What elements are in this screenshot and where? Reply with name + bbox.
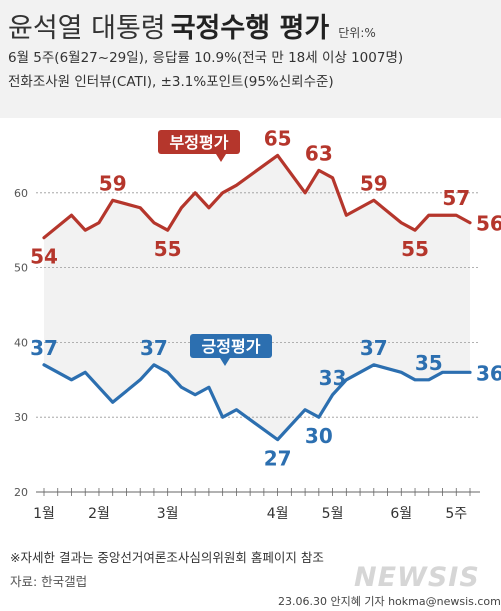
x-tick-label: 5주: [445, 506, 467, 522]
title-light: 윤석열 대통령: [8, 13, 166, 44]
data-label: 59: [360, 171, 388, 195]
y-tick-label: 50: [14, 262, 28, 275]
x-tick-label: 1월: [33, 506, 55, 522]
data-label: 37: [360, 336, 388, 360]
data-label: 54: [30, 245, 58, 269]
title-bold: 국정수행 평가: [170, 13, 330, 44]
data-label: 30: [305, 424, 333, 448]
data-label: 55: [401, 237, 429, 261]
data-label: 65: [264, 126, 292, 150]
legend-pointer: [216, 154, 226, 162]
footnote: ※자세한 결과는 중앙선거여론조사심의위원회 홈페이지 참조: [10, 550, 324, 565]
data-label: 33: [319, 366, 347, 390]
legend-label: 긍정평가: [202, 337, 261, 356]
data-label: 63: [305, 141, 333, 165]
data-label: 56: [476, 212, 501, 236]
unit-label: 단위:%: [338, 26, 376, 40]
data-label: 55: [154, 237, 182, 261]
y-tick-label: 30: [14, 411, 28, 424]
legend-box: [158, 130, 240, 154]
x-tick-label: 6월: [390, 506, 412, 522]
header-band: [0, 0, 501, 118]
x-tick-label: 3월: [157, 506, 179, 522]
legend-callout: 부정평가: [158, 130, 240, 162]
chart-title: 윤석열 대통령 국정수행 평가 단위:%: [8, 6, 376, 45]
chart-area: 20 30 40 50 60 1월 2월 3월 4월 5월 6월 5주 54 59 55 65 63 59 55 57…: [0, 108, 501, 546]
series-line-positive: [42, 363, 472, 442]
y-tick-label: 20: [14, 486, 28, 499]
data-label: 35: [415, 351, 443, 375]
data-label: 37: [30, 336, 58, 360]
newsis-logo: NEWSIS: [354, 562, 480, 593]
data-label: 36: [476, 361, 501, 385]
data-label: 59: [99, 171, 127, 195]
legend-box: [190, 334, 272, 358]
line-chart: 20 30 40 50 60 1월 2월 3월 4월 5월 6월 5주 54 59 55 65 63 59 55 57…: [14, 126, 501, 522]
data-label: 57: [442, 186, 470, 210]
credit-line: 23.06.30 안지혜 기자 hokma@newsis.com: [278, 595, 501, 608]
data-label: 37: [140, 336, 168, 360]
legend-pointer: [220, 358, 230, 366]
legend-label: 부정평가: [170, 133, 229, 152]
series-line-negative: [42, 153, 472, 240]
legend-callout: 긍정평가: [190, 334, 272, 366]
survey-info: 6월 5주(6월27~29일), 응답률 10.9%(전국 만 18세 이상 1…: [8, 50, 404, 66]
survey-method: 전화조사원 인터뷰(CATI), ±3.1%포인트(95%신뢰수준): [8, 74, 334, 90]
x-tick-label: 2월: [88, 506, 110, 522]
x-tick-label: 4월: [267, 506, 289, 522]
source-label: 자료: 한국갤럽: [10, 574, 88, 589]
y-tick-label: 60: [14, 187, 28, 200]
data-label: 27: [264, 447, 292, 471]
x-tick-label: 5월: [322, 506, 344, 522]
gap-band: [44, 155, 470, 440]
y-tick-label: 40: [14, 336, 28, 349]
